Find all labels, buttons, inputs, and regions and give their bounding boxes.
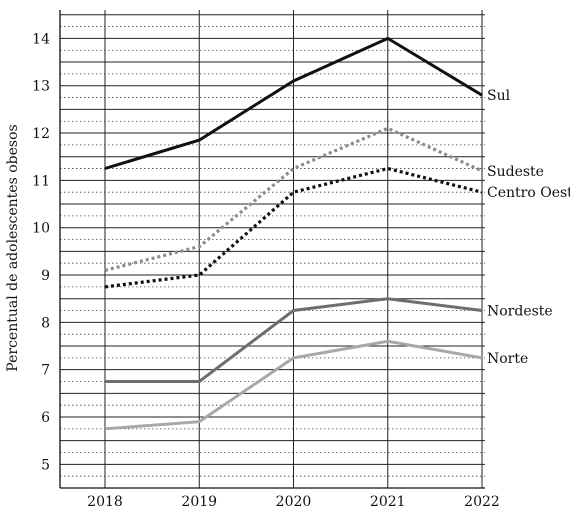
series-line	[104, 126, 483, 272]
series-label: Sudeste	[487, 164, 544, 180]
series-line	[104, 339, 483, 431]
y-tick-label: 7	[41, 363, 50, 379]
x-tick-label: 2018	[87, 494, 123, 510]
y-axis-label: Percentual de adolescentes obesos	[5, 124, 21, 371]
x-tick-label: 2021	[370, 494, 406, 510]
series-labels: Sul Sudeste Centro Oeste Nordeste Norte	[487, 88, 570, 367]
y-tick-label: 12	[32, 126, 50, 142]
y-tick-label: 11	[32, 173, 50, 189]
y-axis-ticks: 5 6 7 8 9 10 11 12 13 14	[32, 31, 50, 473]
y-tick-label: 10	[32, 221, 50, 237]
series-lines	[104, 36, 483, 431]
y-tick-label: 13	[32, 79, 50, 95]
grid	[59, 10, 485, 489]
y-tick-label: 8	[41, 315, 50, 331]
x-tick-label: 2022	[464, 494, 500, 510]
series-line	[105, 297, 483, 383]
y-tick-label: 14	[32, 31, 50, 47]
y-tick-label: 9	[41, 268, 50, 284]
x-tick-label: 2019	[181, 494, 217, 510]
y-tick-label: 5	[41, 457, 50, 473]
series-label: Sul	[487, 88, 511, 104]
x-axis-ticks: 2018 2019 2020 2021 2022	[87, 494, 500, 510]
x-tick-label: 2020	[276, 494, 312, 510]
series-line	[104, 166, 483, 289]
series-label: Nordeste	[487, 304, 553, 320]
y-tick-label: 6	[41, 410, 50, 426]
series-label: Norte	[487, 351, 528, 367]
series-line	[104, 36, 483, 170]
series-label: Centro Oeste	[487, 185, 570, 201]
